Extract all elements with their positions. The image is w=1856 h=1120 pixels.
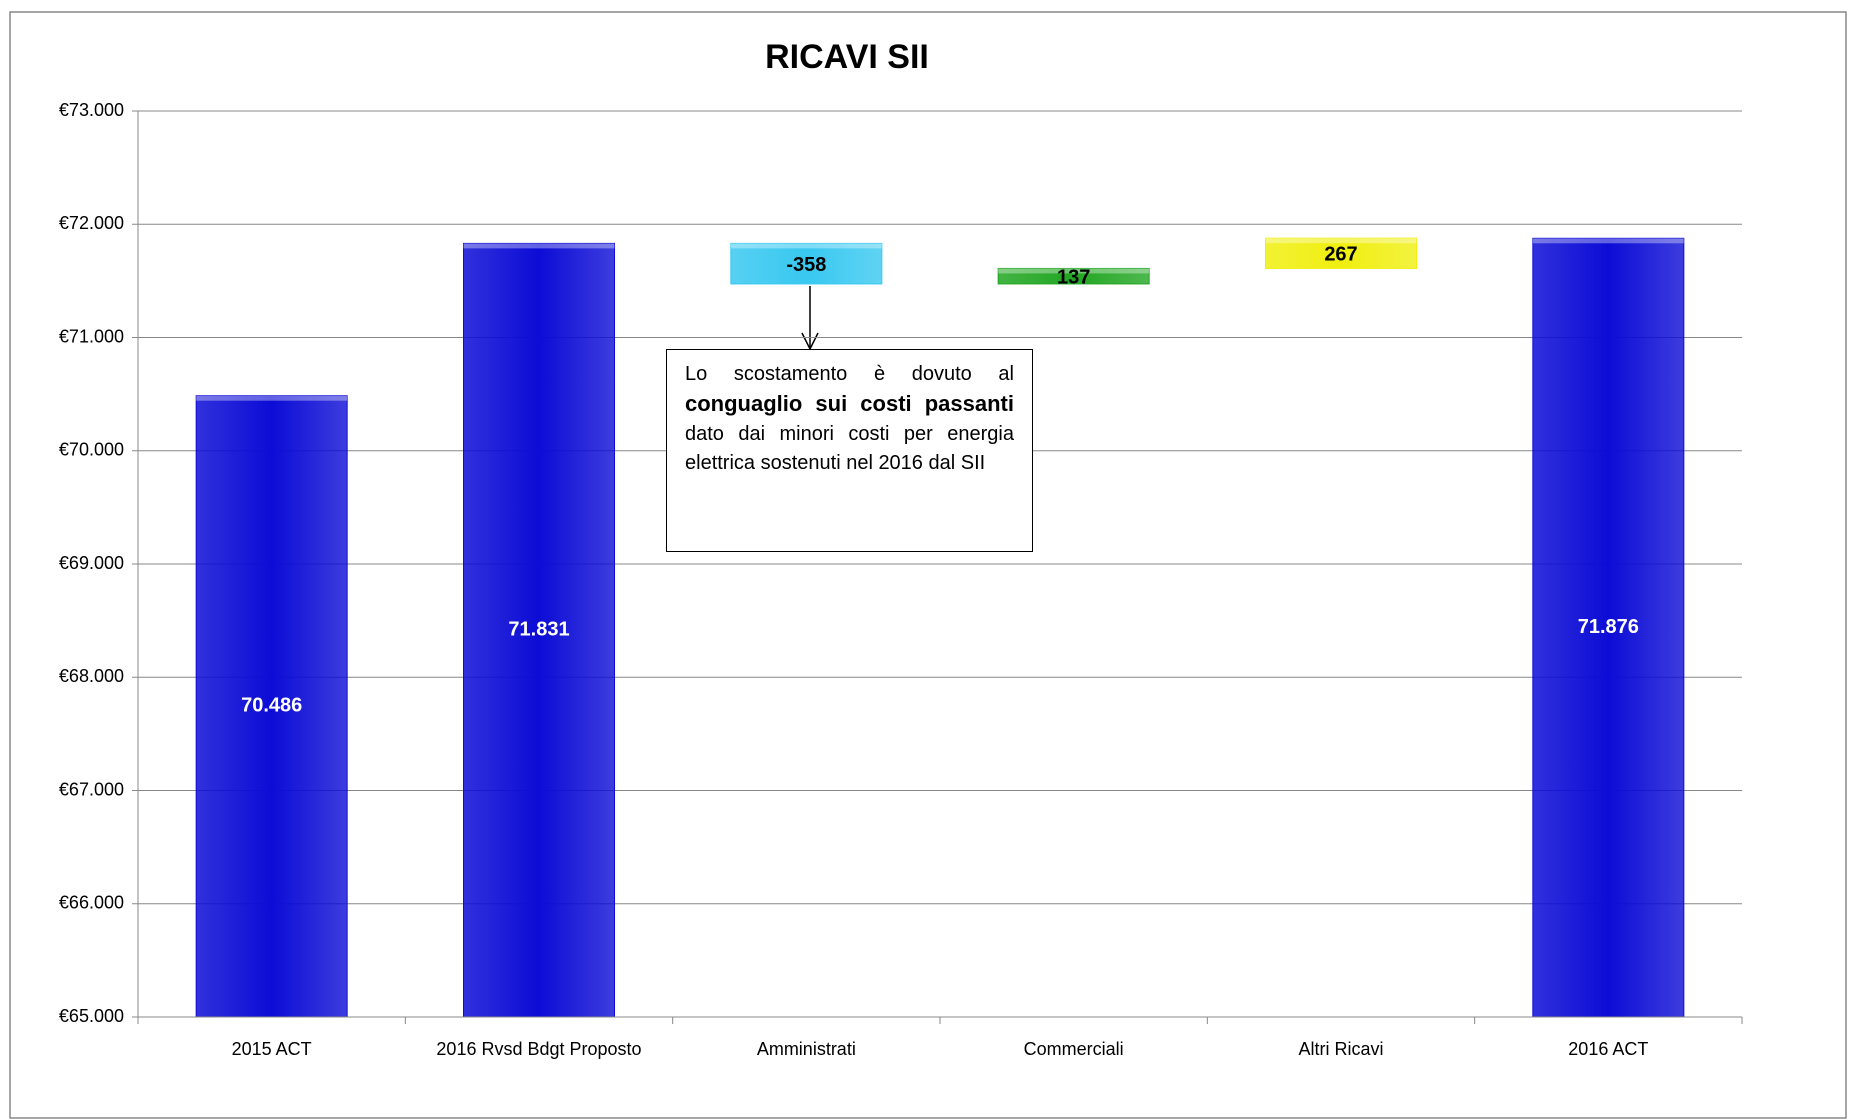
bar-highlight bbox=[730, 243, 882, 249]
bar bbox=[730, 242, 883, 285]
chart-title: RICAVI SII bbox=[765, 38, 929, 76]
annotation-text: dato dai minori costi per energia elettr… bbox=[685, 423, 1014, 474]
y-tick-label: €66.000 bbox=[59, 893, 124, 913]
bar bbox=[1532, 237, 1685, 1018]
y-tick-label: €71.000 bbox=[59, 326, 124, 346]
x-tick-label: Commerciali bbox=[1024, 1039, 1124, 1059]
bar-highlight bbox=[196, 395, 348, 401]
x-tick-label: 2016 ACT bbox=[1568, 1039, 1648, 1059]
annotation-text: Lo scostamento è dovuto al bbox=[685, 363, 1014, 385]
data-label: 267 bbox=[1324, 244, 1357, 266]
data-label: -358 bbox=[786, 254, 826, 276]
y-tick-label: €68.000 bbox=[59, 666, 124, 686]
y-tick-label: €70.000 bbox=[59, 440, 124, 460]
y-tick-label: €65.000 bbox=[59, 1006, 124, 1026]
y-tick-label: €69.000 bbox=[59, 553, 124, 573]
bar bbox=[1265, 237, 1417, 269]
bar bbox=[997, 267, 1150, 285]
bar bbox=[463, 242, 615, 1018]
data-label: 137 bbox=[1057, 266, 1090, 288]
data-label: 71.831 bbox=[508, 618, 569, 640]
y-tick-label: €67.000 bbox=[59, 779, 124, 799]
bar-highlight bbox=[998, 268, 1150, 274]
y-tick-label: €73.000 bbox=[59, 100, 124, 120]
bar-highlight bbox=[1532, 238, 1684, 244]
x-tick-label: 2016 Rvsd Bdgt Proposto bbox=[436, 1039, 641, 1059]
bar-highlight bbox=[463, 243, 615, 249]
data-label: 71.876 bbox=[1578, 616, 1639, 638]
bar-highlight bbox=[1265, 238, 1417, 244]
x-tick-label: Altri Ricavi bbox=[1298, 1039, 1383, 1059]
chart-border bbox=[9, 11, 1847, 1119]
annotation-bold: conguaglio sui costi passanti bbox=[685, 391, 1014, 416]
data-label: 70.486 bbox=[241, 695, 302, 717]
y-tick-label: €72.000 bbox=[59, 213, 124, 233]
x-tick-label: 2015 ACT bbox=[232, 1039, 312, 1059]
annotation: Lo scostamento è dovuto al conguaglio su… bbox=[666, 349, 1033, 552]
x-tick-label: Amministrati bbox=[757, 1039, 856, 1059]
